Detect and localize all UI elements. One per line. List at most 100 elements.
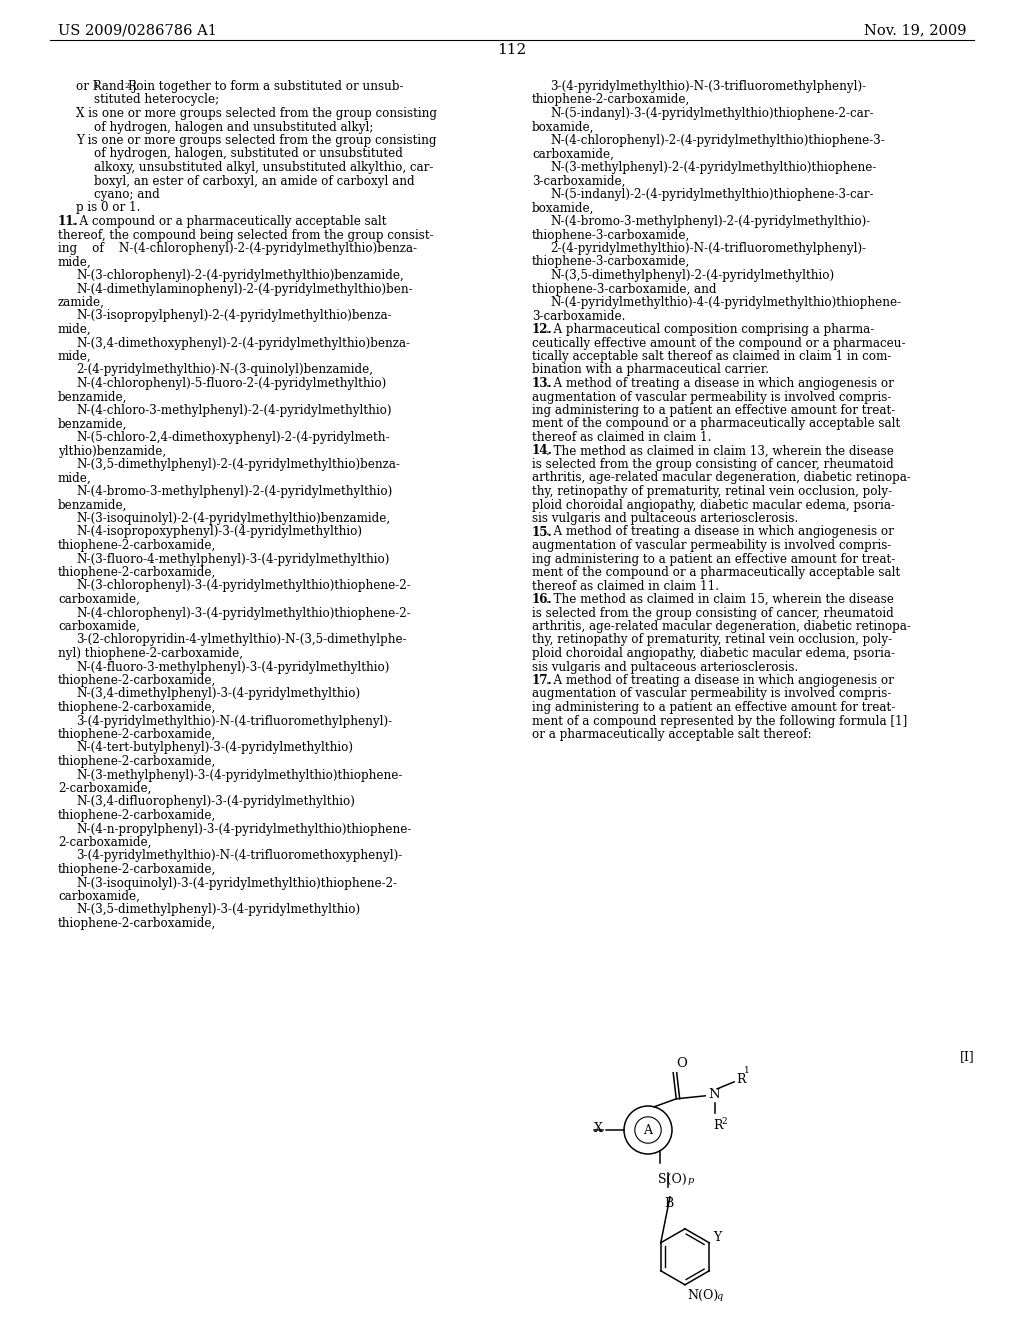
Text: 2-(4-pyridylmethylthio)-N-(3-quinolyl)benzamide,: 2-(4-pyridylmethylthio)-N-(3-quinolyl)be… (76, 363, 373, 376)
Text: thiophene-2-carboxamide,: thiophene-2-carboxamide, (58, 809, 216, 822)
Text: . A pharmaceutical composition comprising a pharma-: . A pharmaceutical composition comprisin… (547, 323, 874, 337)
Text: N-(3-methylphenyl)-3-(4-pyridylmethylthio)thiophene-: N-(3-methylphenyl)-3-(4-pyridylmethylthi… (76, 768, 402, 781)
Text: 3-(4-pyridylmethylthio)-N-(4-trifluoromethylphenyl)-: 3-(4-pyridylmethylthio)-N-(4-trifluorome… (76, 714, 392, 727)
Text: 12.: 12. (532, 323, 553, 337)
Text: 14.: 14. (532, 445, 553, 458)
Text: B: B (664, 1197, 673, 1210)
Text: ment of the compound or a pharmaceutically acceptable salt: ment of the compound or a pharmaceutical… (532, 417, 900, 430)
Text: thiophene-2-carboxamide,: thiophene-2-carboxamide, (58, 917, 216, 931)
Text: X is one or more groups selected from the group consisting: X is one or more groups selected from th… (76, 107, 437, 120)
Text: augmentation of vascular permeability is involved compris-: augmentation of vascular permeability is… (532, 539, 891, 552)
Text: . A method of treating a disease in which angiogenesis or: . A method of treating a disease in whic… (547, 378, 894, 389)
Text: p is 0 or 1.: p is 0 or 1. (76, 202, 140, 214)
Text: sis vulgaris and pultaceous arteriosclerosis.: sis vulgaris and pultaceous arterioscler… (532, 660, 799, 673)
Text: thereof as claimed in claim 11.: thereof as claimed in claim 11. (532, 579, 719, 593)
Text: N-(5-chloro-2,4-dimethoxyphenyl)-2-(4-pyridylmeth-: N-(5-chloro-2,4-dimethoxyphenyl)-2-(4-py… (76, 432, 389, 444)
Text: mide,: mide, (58, 471, 91, 484)
Text: q: q (716, 1292, 722, 1300)
Text: . A method of treating a disease in which angiogenesis or: . A method of treating a disease in whic… (547, 525, 894, 539)
Text: 15.: 15. (532, 525, 553, 539)
Text: thiophene-2-carboxamide,: thiophene-2-carboxamide, (58, 675, 216, 686)
Text: bination with a pharmaceutical carrier.: bination with a pharmaceutical carrier. (532, 363, 769, 376)
Text: mide,: mide, (58, 350, 91, 363)
Text: N-(4-pyridylmethylthio)-4-(4-pyridylmethylthio)thiophene-: N-(4-pyridylmethylthio)-4-(4-pyridylmeth… (550, 296, 901, 309)
Text: nyl) thiophene-2-carboxamide,: nyl) thiophene-2-carboxamide, (58, 647, 243, 660)
Text: N-(3-isoquinolyl)-2-(4-pyridylmethylthio)benzamide,: N-(3-isoquinolyl)-2-(4-pyridylmethylthio… (76, 512, 390, 525)
Text: thiophene-2-carboxamide,: thiophene-2-carboxamide, (58, 701, 216, 714)
Text: 16.: 16. (532, 593, 553, 606)
Text: N-(3,4-dimethoxyphenyl)-2-(4-pyridylmethylthio)benza-: N-(3,4-dimethoxyphenyl)-2-(4-pyridylmeth… (76, 337, 410, 350)
Text: N-(3-methylphenyl)-2-(4-pyridylmethylthio)thiophene-: N-(3-methylphenyl)-2-(4-pyridylmethylthi… (550, 161, 877, 174)
Text: N-(4-n-propylphenyl)-3-(4-pyridylmethylthio)thiophene-: N-(4-n-propylphenyl)-3-(4-pyridylmethylt… (76, 822, 412, 836)
Text: thy, retinopathy of prematurity, retinal vein occlusion, poly-: thy, retinopathy of prematurity, retinal… (532, 484, 892, 498)
Text: ploid choroidal angiopathy, diabetic macular edema, psoria-: ploid choroidal angiopathy, diabetic mac… (532, 647, 895, 660)
Text: N-(5-indanyl)-2-(4-pyridylmethylthio)thiophene-3-car-: N-(5-indanyl)-2-(4-pyridylmethylthio)thi… (550, 187, 873, 201)
Text: N-(3,4-difluorophenyl)-3-(4-pyridylmethylthio): N-(3,4-difluorophenyl)-3-(4-pyridylmethy… (76, 796, 355, 808)
Text: X: X (594, 1122, 603, 1135)
Text: Nov. 19, 2009: Nov. 19, 2009 (863, 22, 966, 37)
Text: arthritis, age-related macular degeneration, diabetic retinopa-: arthritis, age-related macular degenerat… (532, 471, 911, 484)
Text: 2-carboxamide,: 2-carboxamide, (58, 836, 152, 849)
Text: carboxamide,: carboxamide, (58, 890, 140, 903)
Text: thiophene-2-carboxamide,: thiophene-2-carboxamide, (58, 539, 216, 552)
Text: join together to form a substituted or unsub-: join together to form a substituted or u… (129, 81, 403, 92)
Text: augmentation of vascular permeability is involved compris-: augmentation of vascular permeability is… (532, 688, 891, 701)
Text: 2: 2 (721, 1117, 727, 1126)
Text: N-(3-isoquinolyl)-3-(4-pyridylmethylthio)thiophene-2-: N-(3-isoquinolyl)-3-(4-pyridylmethylthio… (76, 876, 397, 890)
Text: augmentation of vascular permeability is involved compris-: augmentation of vascular permeability is… (532, 391, 891, 404)
Text: boxamide,: boxamide, (532, 202, 594, 214)
Text: Y: Y (714, 1232, 722, 1245)
Text: of hydrogen, halogen and unsubstituted alkyl;: of hydrogen, halogen and unsubstituted a… (94, 120, 374, 133)
Text: thiophene-3-carboxamide,: thiophene-3-carboxamide, (532, 256, 690, 268)
Text: N-(3-chlorophenyl)-3-(4-pyridylmethylthio)thiophene-2-: N-(3-chlorophenyl)-3-(4-pyridylmethylthi… (76, 579, 411, 593)
Text: stituted heterocycle;: stituted heterocycle; (94, 94, 219, 107)
Text: N-(3-fluoro-4-methylphenyl)-3-(4-pyridylmethylthio): N-(3-fluoro-4-methylphenyl)-3-(4-pyridyl… (76, 553, 389, 565)
Text: 2: 2 (125, 82, 130, 90)
Text: N-(4-chlorophenyl)-2-(4-pyridylmethylthio)thiophene-3-: N-(4-chlorophenyl)-2-(4-pyridylmethylthi… (550, 135, 885, 147)
Text: thiophene-2-carboxamide,: thiophene-2-carboxamide, (532, 94, 690, 107)
Text: carboxamide,: carboxamide, (532, 148, 613, 161)
Text: N-(4-dimethylaminophenyl)-2-(4-pyridylmethylthio)ben-: N-(4-dimethylaminophenyl)-2-(4-pyridylme… (76, 282, 413, 296)
Text: N-(4-tert-butylphenyl)-3-(4-pyridylmethylthio): N-(4-tert-butylphenyl)-3-(4-pyridylmethy… (76, 742, 353, 755)
Text: 3-carboxamide.: 3-carboxamide. (532, 309, 626, 322)
Text: thiophene-2-carboxamide,: thiophene-2-carboxamide, (58, 755, 216, 768)
Text: N-(4-chloro-3-methylphenyl)-2-(4-pyridylmethylthio): N-(4-chloro-3-methylphenyl)-2-(4-pyridyl… (76, 404, 391, 417)
Text: 2-carboxamide,: 2-carboxamide, (58, 781, 152, 795)
Text: carboxamide,: carboxamide, (58, 620, 140, 634)
Text: . A compound or a pharmaceutically acceptable salt: . A compound or a pharmaceutically accep… (73, 215, 387, 228)
Text: O: O (676, 1057, 687, 1069)
Text: boxyl, an ester of carboxyl, an amide of carboxyl and: boxyl, an ester of carboxyl, an amide of… (94, 174, 415, 187)
Text: R: R (736, 1073, 745, 1086)
Text: tically acceptable salt thereof as claimed in claim 1 in com-: tically acceptable salt thereof as claim… (532, 350, 891, 363)
Text: 3-(4-pyridylmethylthio)-N-(4-trifluoromethoxyphenyl)-: 3-(4-pyridylmethylthio)-N-(4-trifluorome… (76, 850, 402, 862)
Text: N(O): N(O) (687, 1288, 718, 1302)
Text: 1: 1 (94, 82, 99, 90)
Text: or a pharmaceutically acceptable salt thereof:: or a pharmaceutically acceptable salt th… (532, 729, 812, 741)
Text: thereof, the compound being selected from the group consist-: thereof, the compound being selected fro… (58, 228, 433, 242)
Text: ing administering to a patient an effective amount for treat-: ing administering to a patient an effect… (532, 553, 895, 565)
Text: N-(4-chlorophenyl)-5-fluoro-2-(4-pyridylmethylthio): N-(4-chlorophenyl)-5-fluoro-2-(4-pyridyl… (76, 378, 386, 389)
Text: 13.: 13. (532, 378, 553, 389)
Text: N-(4-fluoro-3-methylphenyl)-3-(4-pyridylmethylthio): N-(4-fluoro-3-methylphenyl)-3-(4-pyridyl… (76, 660, 389, 673)
Text: [I]: [I] (961, 1049, 975, 1063)
Text: is selected from the group consisting of cancer, rheumatoid: is selected from the group consisting of… (532, 606, 894, 619)
Text: or R: or R (76, 81, 101, 92)
Text: arthritis, age-related macular degeneration, diabetic retinopa-: arthritis, age-related macular degenerat… (532, 620, 911, 634)
Text: N-(3-isopropylphenyl)-2-(4-pyridylmethylthio)benza-: N-(3-isopropylphenyl)-2-(4-pyridylmethyl… (76, 309, 391, 322)
Text: ploid choroidal angiopathy, diabetic macular edema, psoria-: ploid choroidal angiopathy, diabetic mac… (532, 499, 895, 511)
Text: 3-(4-pyridylmethylthio)-N-(3-trifluoromethylphenyl)-: 3-(4-pyridylmethylthio)-N-(3-trifluorome… (550, 81, 866, 92)
Text: N-(3-chlorophenyl)-2-(4-pyridylmethylthio)benzamide,: N-(3-chlorophenyl)-2-(4-pyridylmethylthi… (76, 269, 403, 282)
Text: is selected from the group consisting of cancer, rheumatoid: is selected from the group consisting of… (532, 458, 894, 471)
Text: N-(4-bromo-3-methylphenyl)-2-(4-pyridylmethylthio)-: N-(4-bromo-3-methylphenyl)-2-(4-pyridylm… (550, 215, 870, 228)
Text: N-(3,5-dimethylphenyl)-2-(4-pyridylmethylthio): N-(3,5-dimethylphenyl)-2-(4-pyridylmethy… (550, 269, 835, 282)
Text: alkoxy, unsubstituted alkyl, unsubstituted alkylthio, car-: alkoxy, unsubstituted alkyl, unsubstitut… (94, 161, 433, 174)
Text: 11.: 11. (58, 215, 79, 228)
Text: US 2009/0286786 A1: US 2009/0286786 A1 (58, 22, 217, 37)
Text: thy, retinopathy of prematurity, retinal vein occlusion, poly-: thy, retinopathy of prematurity, retinal… (532, 634, 892, 647)
Text: ment of a compound represented by the following formula [1]: ment of a compound represented by the fo… (532, 714, 907, 727)
Text: Y is one or more groups selected from the group consisting: Y is one or more groups selected from th… (76, 135, 436, 147)
Text: thiophene-2-carboxamide,: thiophene-2-carboxamide, (58, 863, 216, 876)
Text: 2-(4-pyridylmethylthio)-N-(4-trifluoromethylphenyl)-: 2-(4-pyridylmethylthio)-N-(4-trifluorome… (550, 242, 866, 255)
Text: ing administering to a patient an effective amount for treat-: ing administering to a patient an effect… (532, 701, 895, 714)
Text: N-(4-isopropoxyphenyl)-3-(4-pyridylmethylthio): N-(4-isopropoxyphenyl)-3-(4-pyridylmethy… (76, 525, 362, 539)
